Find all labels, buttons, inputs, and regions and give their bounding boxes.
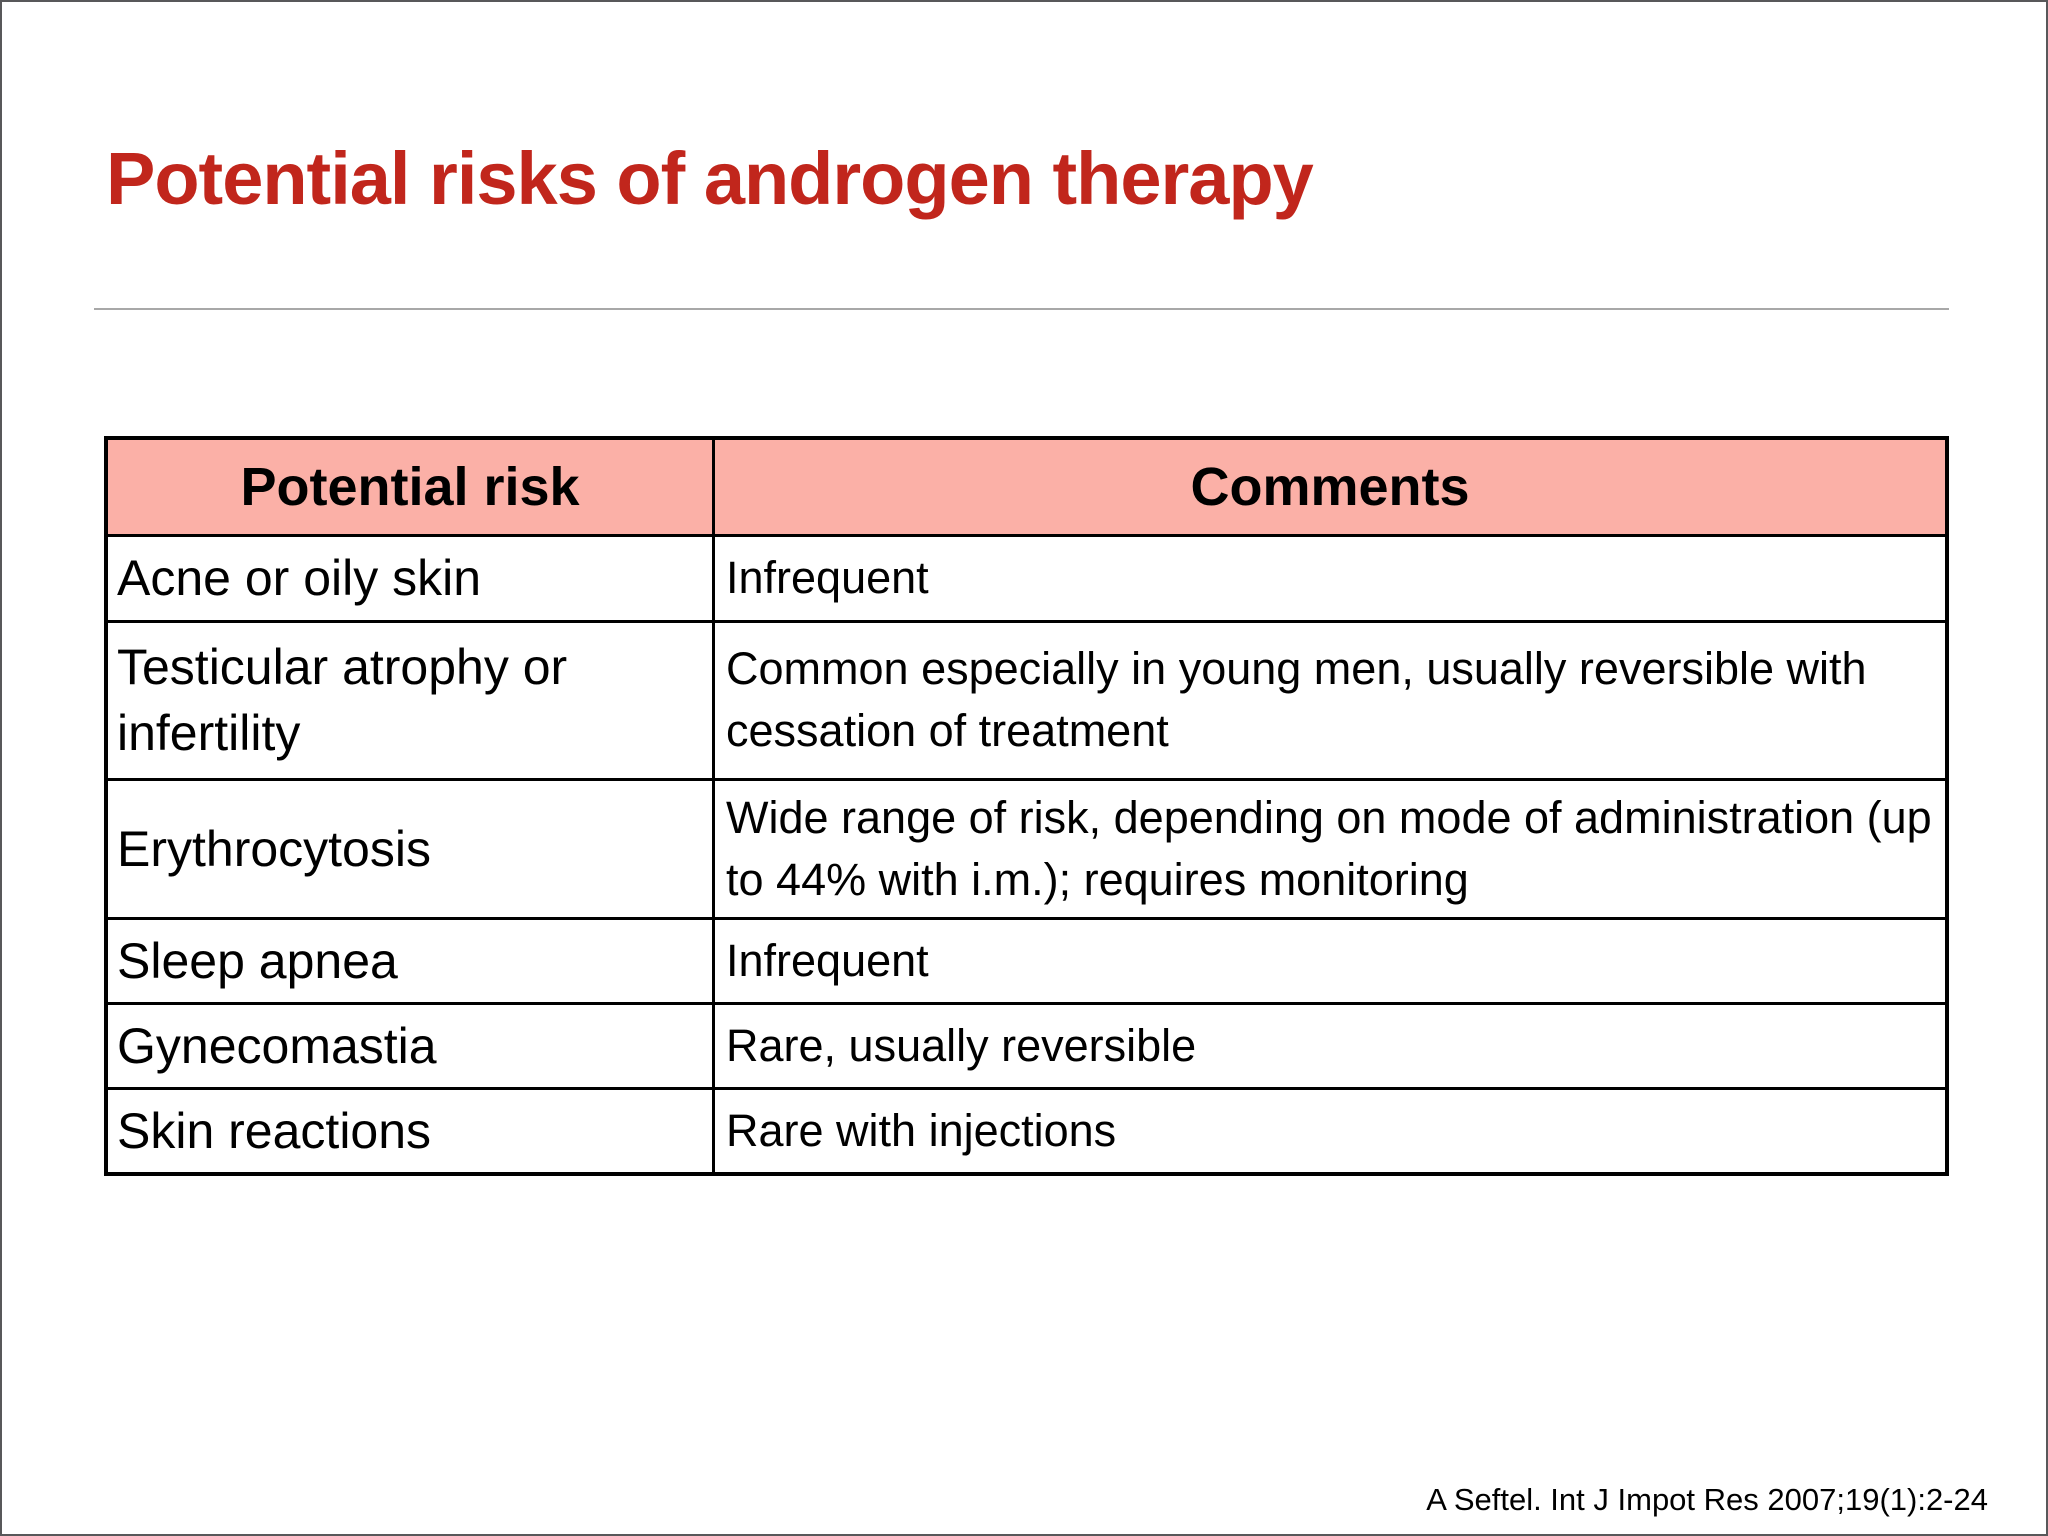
table-row: Gynecomastia Rare, usually reversible xyxy=(104,1001,1949,1090)
table-row: Skin reactions Rare with injections xyxy=(104,1086,1949,1176)
risk-cell: Erythrocytosis xyxy=(104,777,716,920)
table-row: Acne or oily skin Infrequent xyxy=(104,533,1949,623)
page-title: Potential risks of androgen therapy xyxy=(106,137,1314,220)
comment-cell: Wide range of risk, depending on mode of… xyxy=(712,777,1949,920)
comment-cell: Infrequent xyxy=(712,533,1949,623)
risk-cell: Testicular atrophy or infertility xyxy=(104,619,716,781)
comment-cell: Rare with injections xyxy=(712,1086,1949,1176)
risk-table: Potential risk Comments Acne or oily ski… xyxy=(104,436,1949,1177)
risk-cell: Skin reactions xyxy=(104,1086,716,1176)
column-header-potential-risk: Potential risk xyxy=(104,436,716,537)
risk-cell: Gynecomastia xyxy=(104,1001,716,1090)
table-row: Erythrocytosis Wide range of risk, depen… xyxy=(104,777,1949,920)
risk-cell: Sleep apnea xyxy=(104,916,716,1005)
column-header-comments: Comments xyxy=(712,436,1949,537)
table-row: Testicular atrophy or infertility Common… xyxy=(104,619,1949,781)
citation-text: A Seftel. Int J Impot Res 2007;19(1):2-2… xyxy=(1426,1482,1988,1517)
risk-cell: Acne or oily skin xyxy=(104,533,716,623)
comment-cell: Rare, usually reversible xyxy=(712,1001,1949,1090)
comment-cell: Common especially in young men, usually … xyxy=(712,619,1949,781)
comment-cell: Infrequent xyxy=(712,916,1949,1005)
title-divider-rule xyxy=(94,308,1949,310)
table-header-row: Potential risk Comments xyxy=(104,436,1949,537)
table-row: Sleep apnea Infrequent xyxy=(104,916,1949,1005)
